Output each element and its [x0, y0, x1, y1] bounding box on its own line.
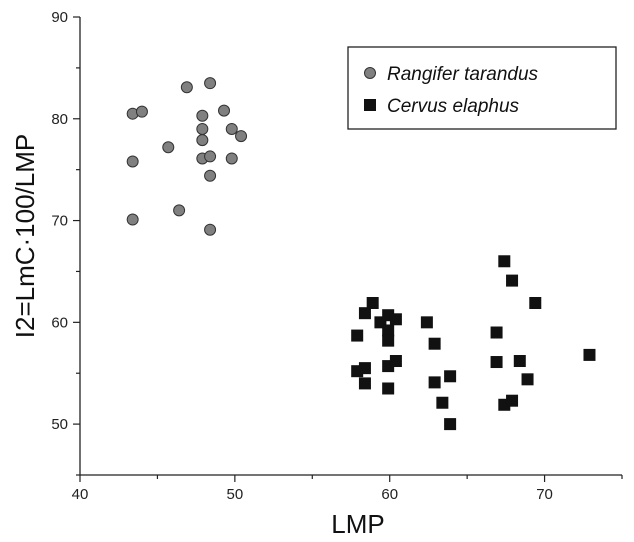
- cervus-point: [490, 326, 503, 339]
- x-tick-label: 60: [381, 486, 398, 503]
- data-points: [126, 77, 596, 431]
- cervus-point: [513, 355, 526, 368]
- y-axis-title: I2=LmC·100/LMP: [10, 134, 40, 338]
- plot-area: 40 50 60 70 50 60 70 80 90: [51, 9, 623, 503]
- cervus-point: [351, 329, 364, 342]
- rangifer-point: [204, 77, 217, 90]
- cervus-point: [428, 337, 441, 350]
- cervus-point: [389, 313, 402, 326]
- y-tick-label: 90: [51, 9, 68, 26]
- legend-box: [347, 46, 617, 130]
- rangifer-point: [126, 213, 139, 226]
- cervus-point: [366, 296, 379, 309]
- cervus-point: [444, 370, 457, 383]
- legend-circle-marker: [364, 67, 376, 79]
- rangifer-point: [196, 122, 209, 135]
- rangifer-point: [225, 152, 238, 165]
- cervus-point: [506, 394, 519, 407]
- y-tick-label: 70: [51, 213, 68, 230]
- rangifer-point: [196, 109, 209, 122]
- cervus-point: [358, 377, 371, 390]
- cervus-point: [444, 418, 457, 431]
- legend-label-cervus: Cervus elaphus: [387, 96, 520, 117]
- rangifer-point: [135, 105, 148, 118]
- x-tick-label: 50: [227, 486, 244, 503]
- cervus-point: [382, 324, 395, 337]
- rangifer-point: [235, 130, 248, 143]
- cervus-point: [382, 382, 395, 395]
- rangifer-point: [196, 134, 209, 147]
- x-tick-label: 40: [72, 486, 89, 503]
- cervus-point: [420, 316, 433, 329]
- cervus-point: [498, 255, 511, 268]
- cervus-point: [529, 296, 542, 309]
- cervus-point: [382, 334, 395, 347]
- rangifer-point: [173, 204, 186, 217]
- rangifer-point: [204, 150, 217, 163]
- cervus-point: [428, 376, 441, 389]
- cervus-point: [583, 348, 596, 361]
- legend-label-rangifer: Rangifer tarandus: [387, 64, 539, 85]
- rangifer-point: [225, 122, 238, 135]
- rangifer-point: [126, 155, 139, 168]
- cervus-point: [490, 356, 503, 369]
- rangifer-point: [218, 104, 231, 117]
- axis-ticks: 40 50 60 70 50 60 70 80 90: [51, 9, 623, 503]
- legend-square-marker: [364, 99, 376, 111]
- cervus-point: [358, 362, 371, 375]
- cervus-point: [358, 307, 371, 320]
- rangifer-point: [204, 169, 217, 182]
- rangifer-point: [162, 141, 175, 154]
- cervus-point: [506, 274, 519, 287]
- cervus-point: [521, 373, 534, 386]
- cervus-point: [389, 355, 402, 368]
- rangifer-point: [204, 223, 217, 236]
- y-tick-label: 80: [51, 111, 68, 128]
- y-tick-label: 50: [51, 416, 68, 433]
- cervus-point: [436, 396, 449, 409]
- x-axis-title: LMP: [331, 509, 384, 539]
- rangifer-point: [180, 81, 193, 94]
- legend: Rangifer tarandus Cervus elaphus: [347, 46, 617, 130]
- x-tick-label: 70: [536, 486, 553, 503]
- y-tick-label: 60: [51, 314, 68, 331]
